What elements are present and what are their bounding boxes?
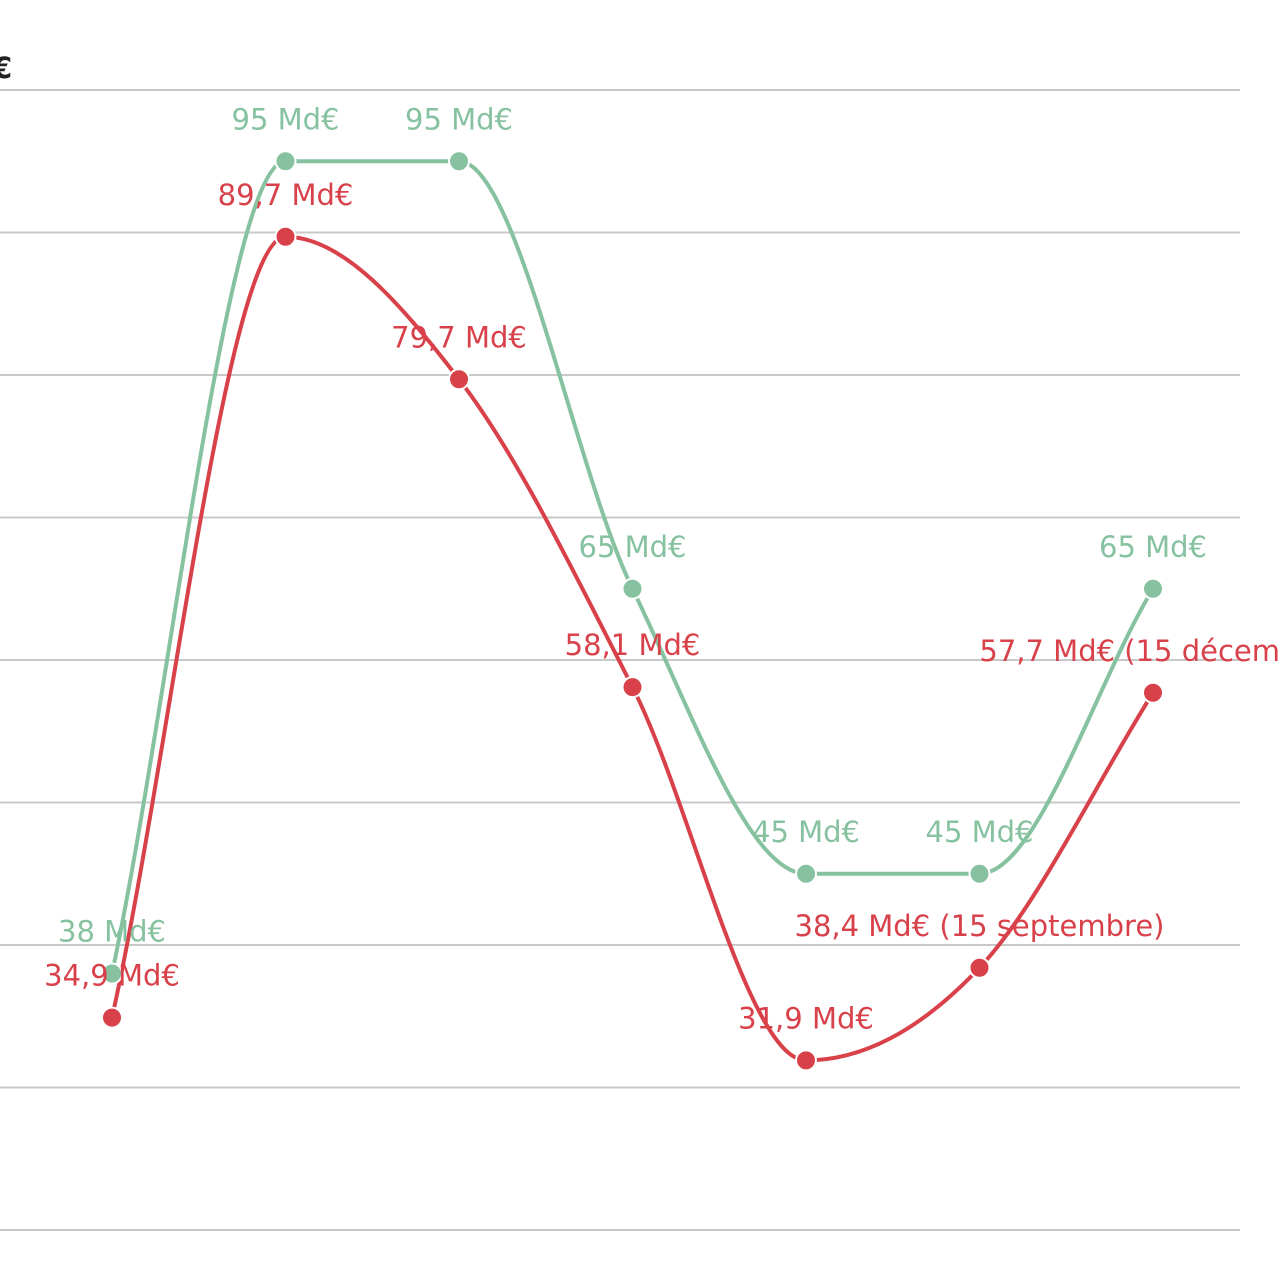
- data-label: 38,4 Md€ (15 septembre): [795, 909, 1165, 943]
- data-label: 38 Md€: [58, 915, 166, 949]
- data-label: 65 Md€: [579, 530, 687, 564]
- data-point: [968, 956, 991, 979]
- data-point: [968, 862, 991, 885]
- series-line: [110, 159, 1155, 974]
- data-point: [795, 1049, 817, 1072]
- data-label: 95 Md€: [232, 102, 340, 136]
- data-label: 45 Md€: [752, 815, 860, 849]
- data-point: [274, 150, 297, 173]
- data-label: 65 Md€: [1099, 530, 1207, 564]
- data-label: 95 Md€: [405, 102, 513, 136]
- data-point: [274, 225, 297, 248]
- data-point: [621, 676, 644, 699]
- data-label: 31,9 Md€: [738, 1001, 874, 1035]
- y-axis-title: €: [0, 51, 12, 85]
- data-label: 45 Md€: [926, 815, 1034, 849]
- data-label: 34,9 Md€: [44, 959, 180, 993]
- data-point: [1142, 681, 1164, 704]
- data-label: 79,7 Md€: [391, 320, 527, 354]
- data-point: [448, 368, 470, 391]
- data-point: [1142, 577, 1164, 600]
- data-point: [448, 150, 470, 173]
- data-point: [101, 1006, 123, 1029]
- data-label: 57,7 Md€ (15 décem: [979, 634, 1280, 668]
- data-point: [621, 577, 644, 600]
- data-label: 89,7 Md€: [218, 178, 354, 212]
- data-point: [101, 962, 123, 985]
- data-point: [795, 862, 817, 885]
- data-label: 58,1 Md€: [565, 628, 701, 662]
